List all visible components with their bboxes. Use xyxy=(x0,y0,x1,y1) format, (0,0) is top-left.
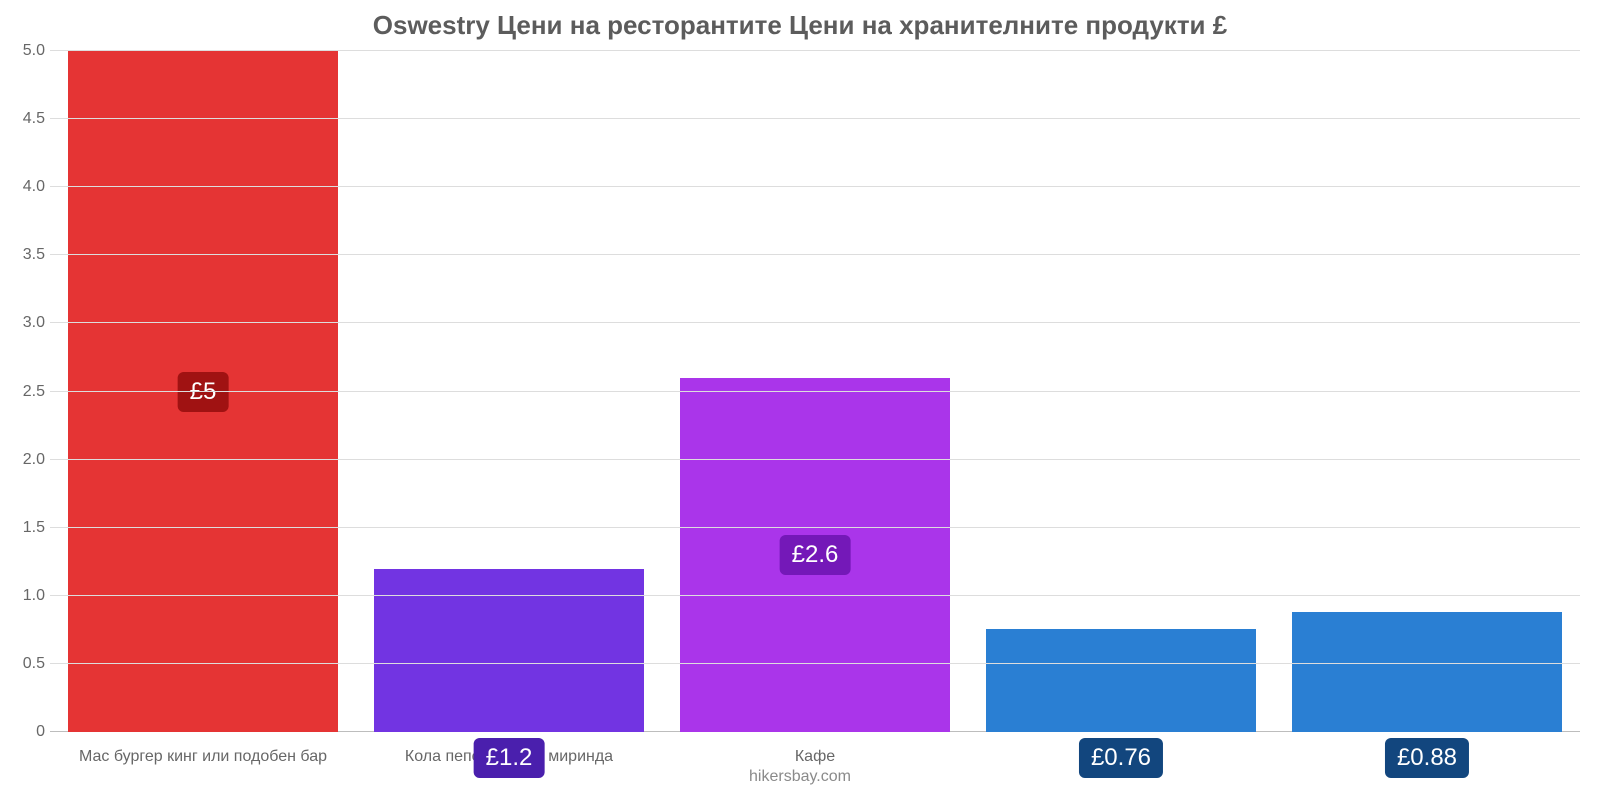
value-badge: £0.76 xyxy=(1079,738,1163,778)
bar-slot: £2.6 xyxy=(662,51,968,732)
bar: £2.6 xyxy=(680,378,949,732)
gridline xyxy=(50,118,1580,119)
bar-slot: £0.88 xyxy=(1274,51,1580,732)
chart-title: Oswestry Цени на ресторантите Цени на хр… xyxy=(0,0,1600,41)
plot-body: £5£1.2£2.6£0.76£0.88 00.51.01.52.02.53.0… xyxy=(50,51,1580,732)
plot-area: £5£1.2£2.6£0.76£0.88 00.51.01.52.02.53.0… xyxy=(50,51,1580,732)
value-badge: £2.6 xyxy=(780,535,851,575)
ytick-label: 2.5 xyxy=(5,383,45,401)
bar-slot: £1.2 xyxy=(356,51,662,732)
bar: £0.88 xyxy=(1292,612,1561,732)
xtick-label: Мас бургер кинг или подобен бар xyxy=(50,740,356,766)
gridline xyxy=(50,322,1580,323)
ytick-label: 5.0 xyxy=(5,42,45,60)
x-axis: Мас бургер кинг или подобен барКола пепс… xyxy=(50,740,1580,766)
gridline xyxy=(50,50,1580,51)
ytick-label: 4.0 xyxy=(5,178,45,196)
bars-wrap: £5 £1.2 £2.6 £0.76 £0.88 xyxy=(50,51,1580,732)
ytick-label: 0 xyxy=(5,723,45,741)
ytick-label: 0.5 xyxy=(5,655,45,673)
bar: £1.2 xyxy=(374,569,643,732)
xtick-label: Кафе xyxy=(662,740,968,766)
gridline xyxy=(50,459,1580,460)
ytick-label: 4.5 xyxy=(5,110,45,128)
gridline xyxy=(50,595,1580,596)
gridline xyxy=(50,663,1580,664)
attribution-text: hikersbay.com xyxy=(0,766,1600,800)
gridline xyxy=(50,391,1580,392)
ytick-label: 3.5 xyxy=(5,246,45,264)
ytick-label: 1.5 xyxy=(5,519,45,537)
bar: £0.76 xyxy=(986,629,1255,733)
bar-slot: £5 xyxy=(50,51,356,732)
ytick-label: 1.0 xyxy=(5,587,45,605)
bar-slot: £0.76 xyxy=(968,51,1274,732)
value-badge: £5 xyxy=(178,372,229,412)
ytick-label: 3.0 xyxy=(5,314,45,332)
gridline xyxy=(50,254,1580,255)
value-badge: £1.2 xyxy=(474,738,545,778)
bar: £5 xyxy=(68,51,337,732)
ytick-label: 2.0 xyxy=(5,451,45,469)
value-badge: £0.88 xyxy=(1385,738,1469,778)
gridline xyxy=(50,186,1580,187)
gridline xyxy=(50,527,1580,528)
price-bar-chart: Oswestry Цени на ресторантите Цени на хр… xyxy=(0,0,1600,800)
